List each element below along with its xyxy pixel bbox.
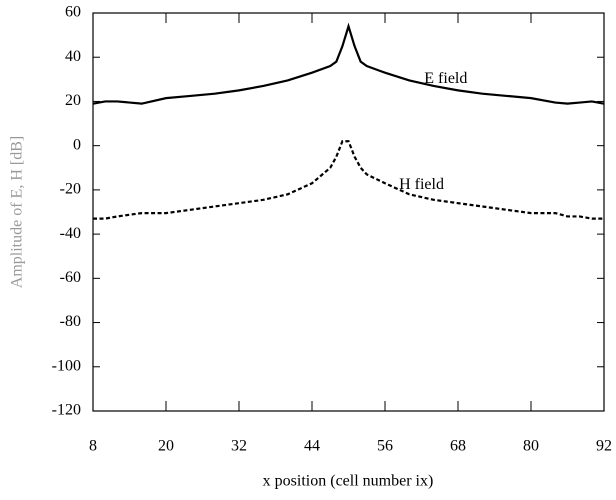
x-tick-label: 68 (450, 438, 466, 455)
y-tick-label: 40 (65, 48, 81, 65)
y-tick-label: -80 (60, 313, 81, 330)
y-tick-label: 20 (65, 92, 81, 109)
series-line (92, 22, 605, 105)
x-tick-label: 80 (523, 438, 539, 455)
x-tick-label: 8 (89, 438, 97, 455)
x-tick-label: 92 (596, 438, 612, 455)
x-tick-label: 56 (377, 438, 393, 455)
y-tick-label: -120 (52, 402, 81, 419)
y-axis-label: Amplitude of E, H [dB] (9, 136, 26, 288)
y-tick-label: -40 (60, 225, 81, 242)
x-tick-label: 44 (304, 438, 320, 455)
y-tick-label: 0 (73, 136, 81, 153)
x-tick-label: 32 (231, 438, 247, 455)
y-tick-label: -60 (60, 269, 81, 286)
series-line (93, 140, 604, 220)
y-tick-label: 60 (65, 4, 81, 21)
plot-frame (92, 12, 605, 412)
series-label: H field (399, 176, 444, 193)
x-axis-label: x position (cell number ix) (263, 473, 434, 490)
y-tick-label: -100 (52, 357, 81, 374)
series-label: E field (424, 70, 467, 87)
y-tick-label: -20 (60, 181, 81, 198)
x-tick-label: 20 (158, 438, 174, 455)
